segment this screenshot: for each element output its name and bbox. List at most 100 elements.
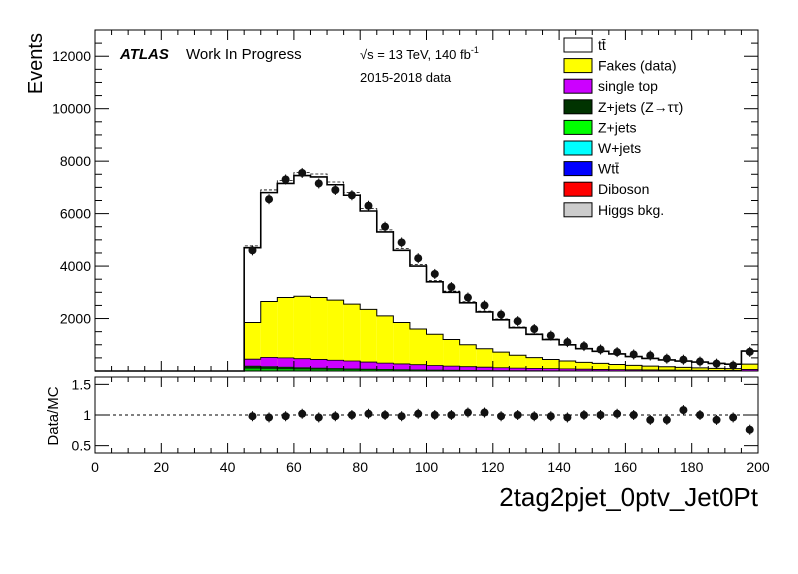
zjets-tautau-bar [327, 368, 344, 371]
legend-label: Diboson [598, 181, 649, 197]
zjets-bar [293, 369, 311, 371]
zjets-bar [360, 369, 377, 371]
fakes-bar [509, 355, 526, 371]
legend-swatch [563, 181, 593, 197]
ratio-point [331, 412, 340, 421]
main-y-tick-label: 8000 [60, 153, 91, 169]
data-point [331, 186, 340, 195]
zjets-tautau-bar [277, 366, 294, 371]
legend-swatch [563, 140, 593, 156]
fakes-bar [293, 296, 311, 371]
fakes-bar [376, 315, 394, 371]
zjets-tautau-bar [360, 368, 377, 371]
fakes-bar [459, 344, 477, 371]
single-top-bar [509, 368, 526, 371]
fakes-bar [310, 297, 328, 371]
x-tick-label: 120 [481, 459, 505, 475]
legend-label: Fakes (data) [598, 58, 677, 74]
ratio-point [497, 412, 506, 421]
data-point [513, 317, 522, 326]
zjets-tautau-bar [343, 368, 361, 371]
single-top-bar [426, 365, 444, 371]
single-top-bar [376, 363, 394, 371]
fakes-bar [608, 364, 626, 371]
data-point [347, 191, 356, 200]
data-point [397, 238, 406, 247]
legend: tt̄ Fakes (data) single top Z+jets (Z→ττ) Z+… [563, 37, 683, 218]
single-top-bar [443, 366, 460, 371]
ratio-point [430, 411, 439, 419]
ratio-point [530, 412, 539, 421]
ratio-point [679, 406, 688, 415]
ratio-point [298, 409, 307, 418]
atlas-label: ATLAS [119, 46, 169, 63]
ratio-point [381, 411, 390, 419]
single-top-bar [492, 367, 510, 371]
fakes-bar [625, 365, 642, 371]
ratio-point [596, 411, 605, 419]
data-point [646, 351, 655, 360]
ratio-point [513, 411, 522, 419]
legend-swatch [563, 78, 593, 94]
ratio-point [314, 413, 323, 422]
zjets-tautau-bar [409, 369, 427, 371]
zjets-tautau-bar [260, 366, 278, 371]
data-point [414, 254, 423, 263]
legend-swatch [563, 37, 593, 53]
x-tick-label: 180 [680, 459, 704, 475]
data-point [563, 338, 572, 347]
fakes-bar [741, 364, 758, 371]
fakes-bar [443, 339, 460, 371]
single-top-bar [343, 361, 361, 371]
ratio-point [745, 425, 754, 434]
x-tick-label: 200 [746, 459, 770, 475]
single-top-bar [459, 366, 477, 371]
legend-label: tt̄ [598, 37, 606, 53]
legend-swatch [563, 99, 593, 115]
zjets-tautau-bar [310, 367, 328, 371]
ratio-point [729, 413, 738, 422]
fakes-bar [393, 322, 410, 371]
data-point [613, 348, 622, 357]
ratio-point [546, 412, 555, 421]
single-top-bar [592, 369, 609, 371]
data-point [447, 283, 456, 292]
data-point [629, 350, 638, 359]
single-top-bar [244, 359, 261, 371]
ttbar-bar [675, 361, 692, 371]
fakes-bar [542, 359, 560, 371]
zjets-bar [327, 369, 344, 371]
ratio-y-tick-label: 0.5 [72, 438, 92, 454]
single-top-bar [542, 368, 560, 371]
x-tick-label: 0 [91, 459, 99, 475]
fakes-bar [260, 301, 278, 371]
ratio-point [347, 411, 356, 419]
single-top-bar [360, 362, 377, 371]
ratio-point [563, 413, 572, 422]
ratio-point [480, 408, 489, 417]
data-point [298, 168, 307, 177]
zjets-tautau-bar [244, 365, 261, 371]
x-tick-label: 60 [286, 459, 302, 475]
fakes-bar [592, 363, 609, 371]
fakes-bar [327, 300, 344, 371]
data-point [679, 355, 688, 364]
data-point [430, 269, 439, 278]
single-top-bar [476, 367, 493, 371]
legend-label: Z+jets (Z→ττ) [598, 99, 683, 115]
fakes-bar [525, 357, 543, 371]
data-point [314, 179, 323, 188]
fakes-bar [675, 367, 692, 371]
ratio-point [397, 412, 406, 421]
fakes-bar [691, 367, 709, 371]
single-top-bar [559, 368, 576, 371]
single-top-bar [327, 360, 344, 371]
zjets-tautau-bar [293, 367, 311, 371]
x-tick-label: 160 [614, 459, 638, 475]
fakes-bar [277, 297, 294, 371]
energy-superscript: -1 [471, 45, 479, 55]
x-axis-title: 2tag2pjet_0ptv_Jet0Pt [499, 482, 759, 512]
data-point [695, 357, 704, 366]
zjets-bar [310, 369, 328, 371]
